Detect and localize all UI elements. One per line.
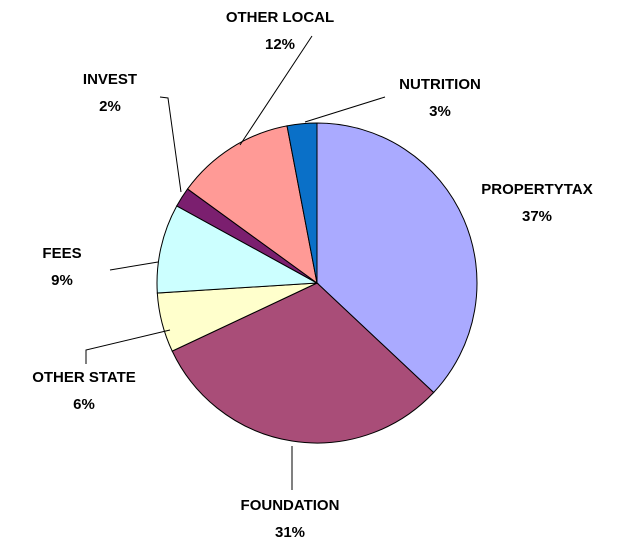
leader-line (159, 96, 182, 193)
value-label: 9% (51, 272, 73, 289)
value-label: 31% (275, 524, 305, 541)
labels: PROPERTYTAX 37% FOUNDATION 31% OTHER STATE 6%… (32, 9, 593, 541)
pie-slice (316, 122, 478, 394)
leader-lines (85, 35, 386, 490)
slice-label: OTHER STATE (32, 369, 136, 386)
value-label: 6% (73, 396, 95, 413)
pie (156, 122, 478, 444)
pie-slice (156, 205, 319, 294)
pie-slice (171, 282, 435, 444)
slice-label: INVEST (83, 71, 137, 88)
leader-line (109, 261, 159, 271)
leader-line (239, 35, 313, 146)
leader-line (304, 96, 386, 123)
slice-label: FOUNDATION (241, 497, 340, 514)
slice-label: NUTRITION (399, 76, 481, 93)
pie-slice (186, 125, 318, 285)
slice-label: PROPERTYTAX (481, 181, 592, 198)
value-label: 3% (429, 103, 451, 120)
value-label: 2% (99, 98, 121, 115)
slice-label: FEES (42, 245, 81, 262)
value-label: 37% (522, 208, 552, 225)
pie-slice (286, 122, 318, 284)
slice-label: OTHER LOCAL (226, 9, 334, 26)
leader-line (85, 329, 171, 364)
value-label: 12% (265, 36, 295, 53)
